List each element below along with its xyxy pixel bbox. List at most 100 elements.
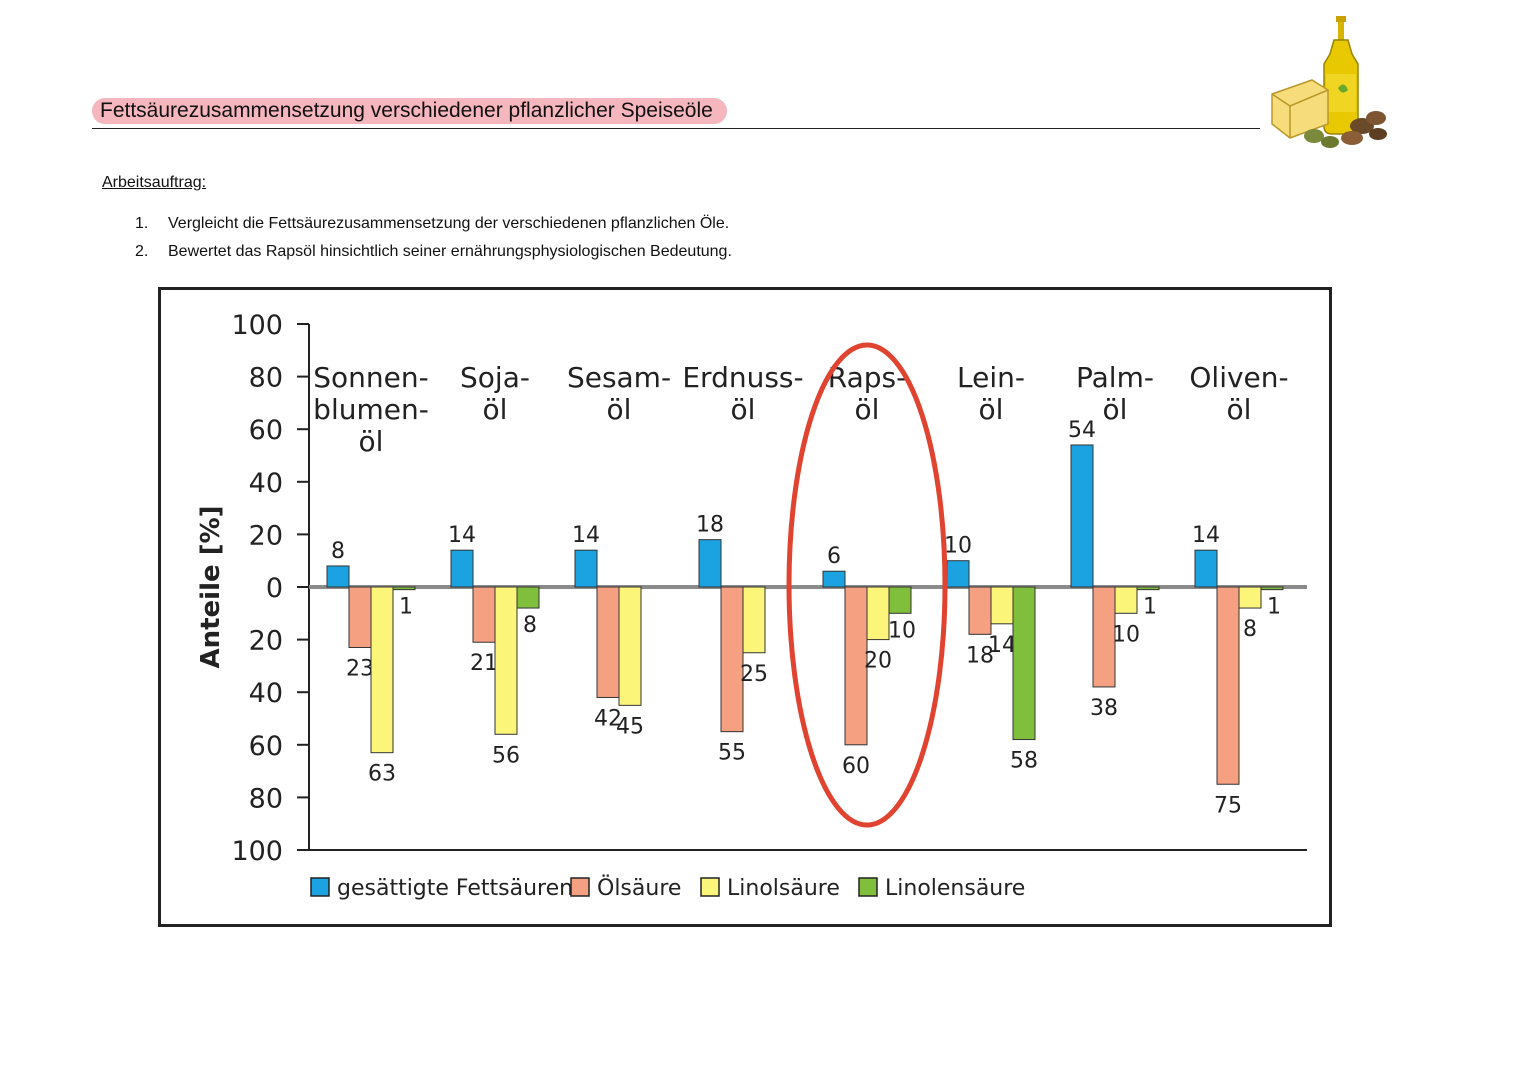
category-label: Sesam-: [567, 361, 671, 394]
bar-4-1: [844, 586, 868, 746]
legend-swatch: [700, 877, 720, 897]
legend-label: Linolsäure: [727, 876, 840, 901]
bar-4-3: [888, 586, 912, 614]
bar-4-0: [822, 570, 846, 588]
title-underline: Fettsäurezusammensetzung verschiedener p…: [92, 98, 1260, 129]
category-label: öl: [359, 425, 384, 458]
category-label: Raps-: [828, 361, 906, 394]
data-label: 23: [346, 656, 374, 681]
category-label: öl: [607, 393, 632, 426]
fatty-acid-chart: 100 80 60 40 20 0 20 40 60 80 100 Anteile [%] 8 23 63 1…: [196, 310, 1307, 901]
category-label: Erdnuss-: [682, 361, 803, 394]
data-label: 1: [1143, 595, 1157, 620]
y-tick-label: 100: [231, 836, 283, 867]
data-label: 63: [368, 762, 396, 787]
y-tick-label: 80: [249, 783, 283, 814]
category-label: öl: [731, 393, 756, 426]
highlight-ellipse: [786, 342, 948, 828]
data-label: 21: [470, 651, 498, 676]
bar-0-1: [348, 586, 372, 648]
data-label: 14: [448, 523, 476, 548]
bar-1-2: [494, 586, 518, 735]
category-label: öl: [855, 393, 880, 426]
data-label: 60: [842, 754, 870, 779]
legend-label: Ölsäure: [597, 875, 681, 901]
data-label: 1: [1267, 595, 1281, 620]
bar-3-0: [698, 539, 722, 588]
bar-0-3: [392, 586, 416, 591]
category-label: blumen-: [313, 393, 429, 426]
category-label: öl: [1227, 393, 1252, 426]
data-label: 18: [696, 513, 724, 538]
legend-label: Linolensäure: [885, 876, 1025, 901]
category-label: öl: [979, 393, 1004, 426]
bar-3-1: [720, 586, 744, 733]
data-label: 10: [1112, 622, 1140, 647]
legend-swatch: [310, 877, 330, 897]
bar-3-2: [742, 586, 766, 654]
legend-swatch: [570, 877, 590, 897]
category-label: öl: [483, 393, 508, 426]
task-item: 2. Bewertet das Rapsöl hinsichtlich sein…: [135, 238, 732, 266]
bar-0-0: [326, 565, 350, 588]
category-label: öl: [1103, 393, 1128, 426]
category-label: Lein-: [957, 361, 1025, 394]
y-tick-label: 0: [266, 573, 283, 604]
bar-1-1: [472, 586, 496, 643]
y-axis-label: Anteile [%]: [196, 505, 226, 668]
legend-swatch: [858, 877, 878, 897]
bar-0-2: [370, 586, 394, 754]
data-label: 1: [399, 595, 413, 620]
y-tick-label: 40: [249, 678, 283, 709]
y-tick-label: 60: [249, 731, 283, 762]
category-label: Palm-: [1076, 361, 1154, 394]
chart-frame: 100 80 60 40 20 0 20 40 60 80 100 Anteile [%] 8 23 63 1…: [158, 287, 1332, 927]
task-text: Vergleicht die Fettsäurezusammensetzung …: [168, 215, 730, 232]
bar-6-2: [1114, 586, 1138, 614]
data-label: 6: [827, 544, 841, 569]
data-label: 54: [1068, 418, 1096, 443]
bar-6-0: [1070, 444, 1094, 588]
task-text: Bewertet das Rapsöl hinsichtlich seiner …: [168, 243, 732, 260]
data-label: 8: [1243, 617, 1257, 642]
y-tick-label: 20: [249, 626, 283, 657]
bar-7-3: [1260, 586, 1284, 591]
data-label: 25: [740, 662, 768, 687]
task-heading: Arbeitsauftrag:: [102, 174, 207, 191]
data-label: 75: [1214, 793, 1242, 818]
data-label: 14: [572, 523, 600, 548]
bar-2-2: [618, 586, 642, 706]
data-label: 20: [864, 649, 892, 674]
data-label: 8: [331, 539, 345, 564]
y-tick-label: 20: [249, 520, 283, 551]
y-tick-label: 40: [249, 468, 283, 499]
y-tick-label: 60: [249, 415, 283, 446]
task-item: 1. Vergleicht die Fettsäurezusammensetzu…: [135, 210, 732, 238]
bar-4-2: [866, 586, 890, 641]
data-label: 45: [616, 714, 644, 739]
bar-7-2: [1238, 586, 1262, 609]
data-label: 14: [988, 633, 1016, 658]
bar-6-1: [1092, 586, 1116, 688]
data-label: 14: [1192, 523, 1220, 548]
bar-7-0: [1194, 549, 1218, 588]
category-label: Oliven-: [1189, 361, 1288, 394]
bar-5-3: [1012, 586, 1036, 741]
bar-1-3: [516, 586, 540, 609]
data-label: 55: [718, 741, 746, 766]
data-label: 10: [888, 618, 916, 643]
page-title: Fettsäurezusammensetzung verschiedener p…: [92, 98, 727, 124]
data-label: 8: [523, 613, 537, 638]
category-label: Soja-: [460, 361, 530, 394]
data-label: 58: [1010, 749, 1038, 774]
bar-5-2: [990, 586, 1014, 625]
legend-label: gesättigte Fettsäuren: [337, 876, 573, 901]
bar-2-1: [596, 586, 620, 698]
bar-2-0: [574, 549, 598, 588]
data-label: 18: [966, 643, 994, 668]
y-tick-label: 80: [249, 363, 283, 394]
bar-6-3: [1136, 586, 1160, 591]
y-tick-label: 100: [231, 310, 283, 341]
data-label: 56: [492, 743, 520, 768]
task-list: 1. Vergleicht die Fettsäurezusammensetzu…: [135, 210, 732, 266]
